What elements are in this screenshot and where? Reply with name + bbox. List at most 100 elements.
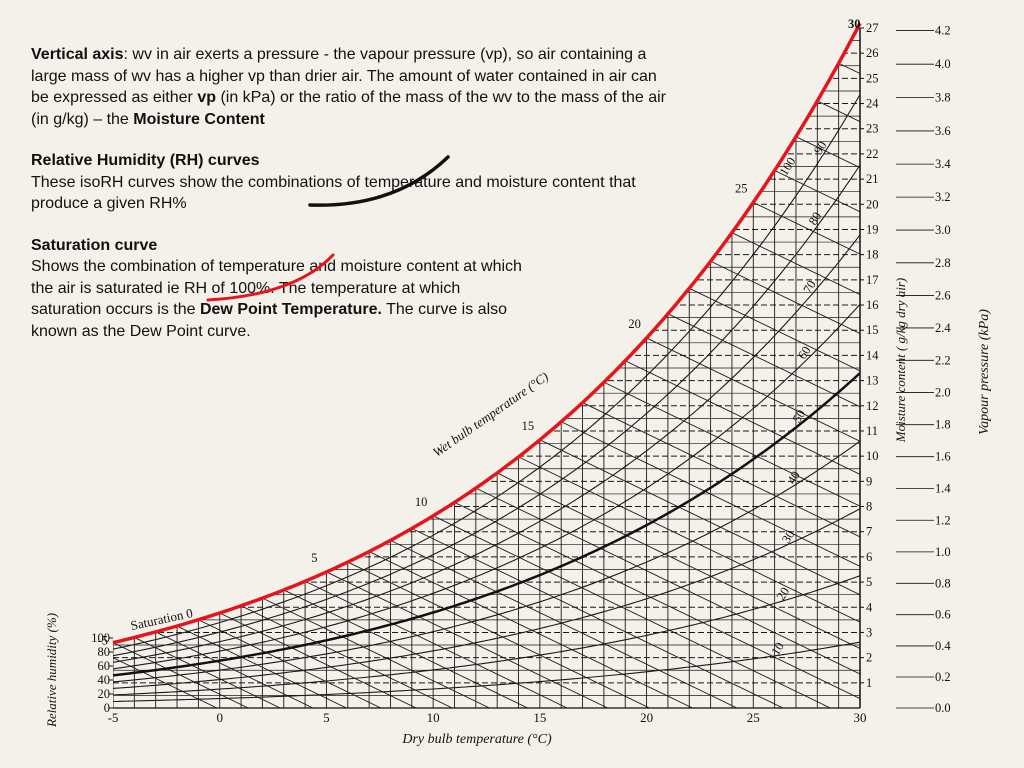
wet-bulb-line xyxy=(347,561,650,709)
x-tick-label: 20 xyxy=(640,710,653,725)
vp-tick-label: 1.0 xyxy=(935,545,951,559)
vp-tick-label: 0.2 xyxy=(935,670,951,684)
moisture-tick-label: 26 xyxy=(866,46,879,60)
rh-curve-label: 80 xyxy=(806,210,824,228)
vp-tick-label: 2.8 xyxy=(935,256,951,270)
vp-tick-label: 1.8 xyxy=(935,418,951,432)
clipped-grid xyxy=(113,23,860,709)
moisture-tick-label: 27 xyxy=(866,21,879,35)
rh-tick-label: 60 xyxy=(98,659,111,673)
wet-bulb-line xyxy=(667,313,860,709)
vertical-axis-text-2: (in kPa) or the ratio of the mass of the… xyxy=(31,89,666,128)
wet-bulb-line xyxy=(368,551,693,709)
rh-axis-title: Relative humidity (%) xyxy=(44,613,59,728)
x-tick-label: -5 xyxy=(108,710,119,725)
wet-bulb-line xyxy=(134,637,281,709)
saturation-curve xyxy=(112,22,862,645)
saturation-text-2: The curve is also known as the Dew Point… xyxy=(31,301,508,340)
vp-tick-label: 0.0 xyxy=(935,701,951,715)
wet-bulb-label: 30 xyxy=(848,17,861,31)
wet-bulb-line xyxy=(496,472,860,709)
moisture-tick-label: 20 xyxy=(866,197,879,211)
wet-bulb-label: 15 xyxy=(522,419,535,433)
vertical-axis-paragraph: Vertical axis: wv in air exerts a pressu… xyxy=(31,44,671,130)
rh-curve-60 xyxy=(112,303,861,670)
x-tick-label: 30 xyxy=(854,710,867,725)
moisture-tick-label: 6 xyxy=(866,550,872,564)
vp-tick-label: 4.2 xyxy=(935,24,951,38)
wet-bulb-line xyxy=(390,539,738,709)
wet-bulb-line xyxy=(326,571,608,709)
moisture-tick-label: 9 xyxy=(866,474,872,488)
moisture-tick-label: 7 xyxy=(866,525,872,539)
moisture-tick-label: 16 xyxy=(866,298,879,312)
moisture-tick-label: 19 xyxy=(866,222,879,236)
rh-tick-label: 40 xyxy=(98,673,111,687)
wet-bulb-line xyxy=(582,402,860,709)
wet-bulb-line xyxy=(646,337,860,709)
moisture-tick-label: 14 xyxy=(866,348,879,362)
saturation-paragraph: Saturation curve Shows the combination of… xyxy=(31,235,531,343)
saturation-annotation-stroke xyxy=(206,253,335,302)
wet-bulb-line xyxy=(155,631,314,709)
moisture-axis-title: Moisture content ( g/kg dry air) xyxy=(893,278,908,444)
rh-curve-label: 60 xyxy=(795,344,813,362)
explanation-notes: Vertical axis: wv in air exerts a pressu… xyxy=(31,44,671,342)
vp-tick-label: 3.0 xyxy=(935,223,951,237)
rh-curve-20 xyxy=(112,575,861,696)
x-tick-label: 25 xyxy=(747,710,760,725)
rh-curve-70 xyxy=(112,234,861,663)
rh-tick-label: 0 xyxy=(104,701,110,715)
rh-tick-label: 20 xyxy=(98,687,111,701)
moisture-content-term: Moisture Content xyxy=(133,110,265,128)
rh-annotation-stroke xyxy=(308,155,450,207)
rh-curve-90 xyxy=(112,94,861,650)
rh-tick-label: 80 xyxy=(98,645,111,659)
wet-bulb-label: -5 xyxy=(98,634,108,648)
vp-tick-label: 2.6 xyxy=(935,288,951,302)
vp-tick-label: 0.6 xyxy=(935,608,951,622)
vp-tick-label: 3.2 xyxy=(935,190,951,204)
wet-bulb-line xyxy=(432,515,831,709)
moisture-tick-label: 4 xyxy=(866,600,873,614)
moisture-tick-label: 23 xyxy=(866,122,879,136)
moisture-tick-label: 2 xyxy=(866,651,872,665)
saturation-heading: Saturation curve xyxy=(31,236,158,254)
vp-tick-label: 2.0 xyxy=(935,386,951,400)
rh-curves-text: These isoRH curves show the combinations… xyxy=(31,173,636,213)
moisture-tick-label: 5 xyxy=(866,575,872,589)
x-tick-label: 5 xyxy=(323,710,330,725)
x-tick-label: 0 xyxy=(216,710,223,725)
wet-bulb-line xyxy=(262,597,490,709)
moisture-tick-label: 21 xyxy=(866,172,879,186)
chart-labels: -5 0 5 10 15 20 25 3012345678910111213141516171… xyxy=(91,17,951,725)
wet-bulb-line xyxy=(240,605,453,709)
rh-curve-30 xyxy=(112,508,861,689)
rh-curves-paragraph: Relative Humidity (RH) curves These isoRH… xyxy=(31,150,671,215)
wet-bulb-line xyxy=(304,580,568,709)
vp-tick-label: 1.6 xyxy=(935,450,951,464)
wet-bulb-line xyxy=(454,501,860,709)
wet-bulb-label: 5 xyxy=(311,551,317,565)
vp-tick-label: 4.0 xyxy=(935,57,951,71)
vp-tick-label: 2.2 xyxy=(935,353,951,367)
moisture-tick-label: 15 xyxy=(866,323,879,337)
moisture-tick-label: 22 xyxy=(866,147,879,161)
rh-curve-label: 30 xyxy=(779,528,797,546)
wet-bulb-label: 10 xyxy=(415,495,428,509)
wet-bulb-line xyxy=(539,439,860,709)
vp-tick-label: 3.6 xyxy=(935,124,951,138)
vp-term: vp xyxy=(197,89,216,106)
vp-tick-label: 1.4 xyxy=(935,482,951,496)
vertical-axis-heading: Vertical axis xyxy=(31,46,124,63)
x-axis-title: Dry bulb temperature (°C) xyxy=(401,732,552,747)
rh-curve-80 xyxy=(112,164,861,657)
moisture-tick-label: 24 xyxy=(866,97,879,111)
moisture-tick-label: 11 xyxy=(866,424,878,438)
vp-tick-label: 1.2 xyxy=(935,513,951,527)
wet-bulb-line xyxy=(561,421,860,709)
wet-bulb-line xyxy=(411,528,784,709)
moisture-tick-label: 18 xyxy=(866,248,879,262)
moisture-tick-label: 8 xyxy=(866,500,872,514)
vp-axis-title: Vapour pressure (kPa) xyxy=(977,309,992,435)
